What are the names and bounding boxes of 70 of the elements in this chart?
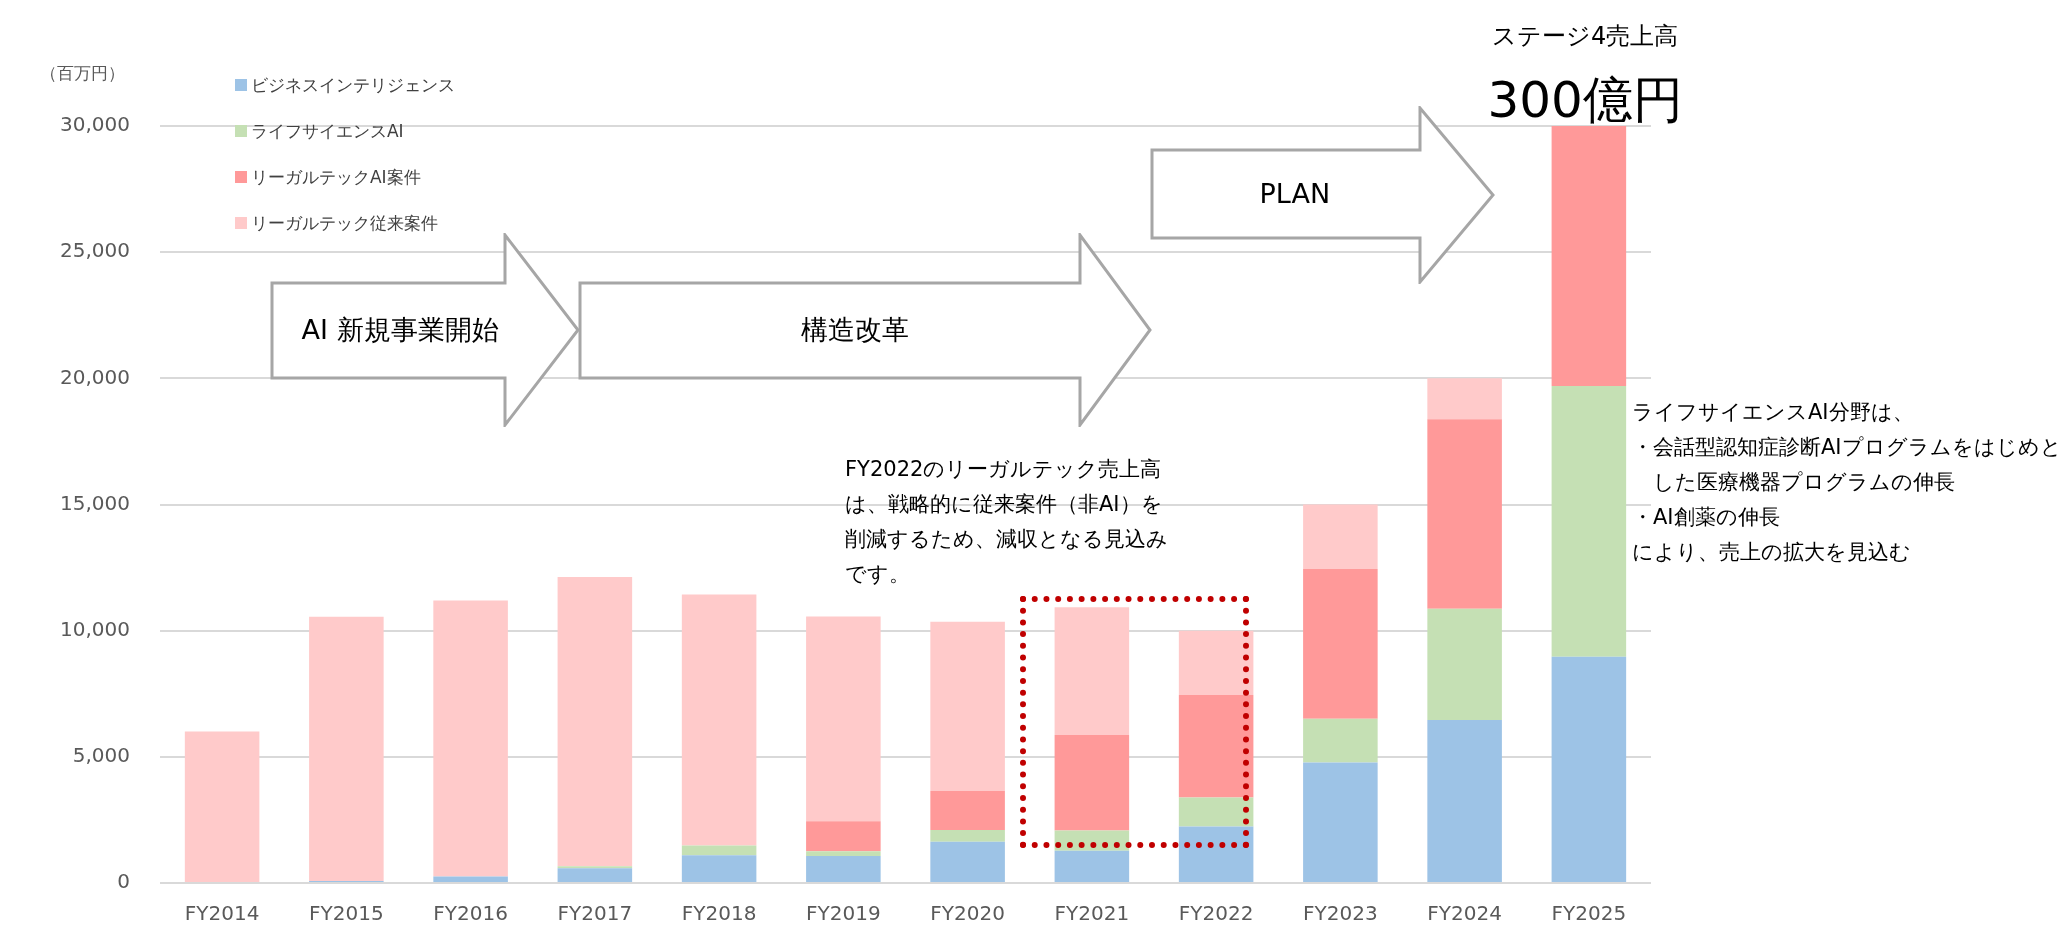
- text: ステージ4売上高: [1492, 21, 1679, 52]
- x-tick-label: FY2014: [184, 901, 260, 926]
- bar: [806, 616, 881, 822]
- bar: [1427, 378, 1502, 420]
- y-tick-label: 10,000: [60, 616, 130, 641]
- annotation: 構造改革: [801, 313, 909, 347]
- bar: [930, 621, 1005, 791]
- bar: [557, 868, 633, 882]
- bar: [557, 866, 633, 869]
- bar: [806, 856, 881, 882]
- bar: [1303, 718, 1378, 763]
- bar: [1178, 695, 1254, 798]
- bar: [681, 855, 757, 882]
- annotation: ・AI創薬の伸長: [1632, 504, 1780, 531]
- x-tick-label: FY2016: [433, 901, 508, 926]
- bar: [1178, 630, 1254, 696]
- legend-label: リーガルテック従来案件: [250, 211, 438, 235]
- x-tick-label: FY2018: [681, 901, 757, 926]
- legend-label: リーガルテックAI案件: [250, 165, 421, 189]
- bar: [930, 830, 1005, 842]
- y-tick-label: 20,000: [60, 364, 130, 389]
- bar: [1551, 385, 1627, 657]
- legend-label: ビジネスインテリジェンス: [250, 73, 455, 97]
- bar: [1178, 797, 1254, 827]
- bar: [930, 841, 1005, 882]
- bar: [1303, 504, 1378, 570]
- x-tick-label: FY2023: [1303, 901, 1378, 926]
- bar: [1054, 734, 1130, 831]
- annotation: ・会話型認知症診断AIプログラムをはじめとした医療機器プログラムの伸長: [1632, 434, 2060, 496]
- x-tick-label: FY2021: [1054, 901, 1130, 926]
- y-tick-label: 25,000: [60, 238, 130, 263]
- annotation: ライフサイエンスAI分野は、: [1632, 399, 1914, 426]
- bar: [806, 821, 881, 852]
- annotation: により、売上の拡大を見込む: [1632, 539, 1911, 566]
- annotation: FY2022のリーガルテック売上高は、戦略的に従来案件（非AI）を削減するため、減収となる見込みです。: [845, 456, 1169, 588]
- annotation: PLAN: [1259, 177, 1331, 209]
- x-tick-label: FY2017: [557, 901, 633, 926]
- bar: [309, 616, 384, 881]
- bar: [184, 731, 260, 882]
- y-tick-label: 5,000: [72, 743, 130, 768]
- x-tick-label: FY2019: [806, 901, 881, 926]
- bar: [557, 576, 633, 867]
- bar: [433, 876, 508, 882]
- annotation: AI 新規事業開始: [301, 313, 499, 347]
- bar: [1054, 607, 1130, 735]
- x-tick-label: FY2025: [1551, 901, 1627, 926]
- bar: [1551, 126, 1627, 386]
- x-tick-label: FY2020: [930, 901, 1005, 926]
- y-tick-label: 0: [117, 869, 130, 894]
- bar: [1427, 419, 1502, 609]
- y-tick-label: 15,000: [60, 490, 130, 515]
- bar: [1054, 850, 1130, 882]
- bar: [1427, 719, 1502, 882]
- bar: [1551, 656, 1627, 882]
- x-tick-label: FY2024: [1427, 901, 1502, 926]
- y-axis-title: （百万円）: [40, 62, 125, 85]
- bar: [1427, 608, 1502, 720]
- x-tick-label: FY2022: [1178, 901, 1254, 926]
- bar: [433, 600, 508, 877]
- bar: [930, 790, 1005, 831]
- bar: [1178, 826, 1254, 882]
- bar: [1303, 569, 1378, 719]
- legend-label: ライフサイエンスAI: [250, 119, 404, 143]
- bar: [681, 845, 757, 856]
- bar: [1303, 762, 1378, 882]
- y-tick-label: 30,000: [60, 112, 130, 137]
- bar: [806, 851, 881, 856]
- annotation: 300億円: [1487, 69, 1683, 131]
- x-tick-label: FY2015: [309, 901, 384, 926]
- bar: [681, 594, 757, 846]
